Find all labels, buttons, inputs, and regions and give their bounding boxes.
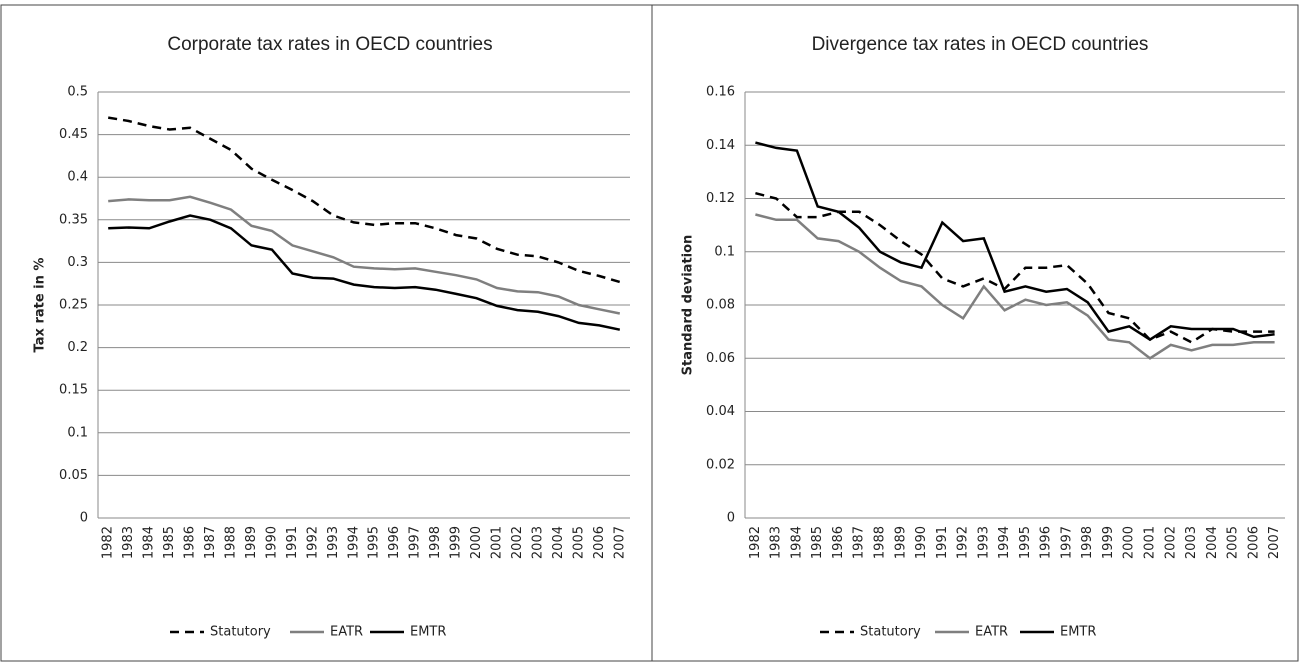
x-tick-label: 1995 xyxy=(367,526,382,559)
y-tick-label: 0.4 xyxy=(67,170,88,185)
legend-label: EMTR xyxy=(410,625,446,640)
series-line xyxy=(755,141,1275,342)
x-tick-label: 1993 xyxy=(326,526,341,559)
x-tick-label: 2004 xyxy=(1205,526,1220,559)
x-tick-label: 1990 xyxy=(264,526,279,559)
series-line xyxy=(108,214,621,331)
series-line xyxy=(755,191,1275,344)
y-tick-label: 0.05 xyxy=(59,468,88,483)
x-tick-label: 1995 xyxy=(1018,526,1033,559)
x-tick-label: 1997 xyxy=(1059,526,1074,559)
y-tick-label: 0.35 xyxy=(59,212,88,227)
x-tick-label: 2003 xyxy=(1184,526,1199,559)
x-tick-label: 1984 xyxy=(789,526,804,559)
x-tick-label: 1993 xyxy=(976,526,991,559)
series-line xyxy=(755,213,1275,360)
y-tick-label: 0 xyxy=(727,511,735,526)
x-tick-label: 1985 xyxy=(162,526,177,559)
x-tick-label: 1983 xyxy=(121,526,136,559)
x-tick-label: 1998 xyxy=(428,526,443,559)
x-tick-label: 1987 xyxy=(203,526,218,559)
x-tick-label: 2006 xyxy=(592,526,607,559)
y-tick-label: 0.14 xyxy=(706,138,735,153)
x-tick-label: 1999 xyxy=(449,526,464,559)
x-tick-label: 1998 xyxy=(1080,526,1095,559)
x-tick-label: 1984 xyxy=(142,526,157,559)
x-tick-label: 2000 xyxy=(469,526,484,559)
y-tick-label: 0.04 xyxy=(706,404,735,419)
y-tick-label: 0.08 xyxy=(706,298,735,313)
y-tick-label: 0.16 xyxy=(706,85,735,100)
x-tick-label: 1992 xyxy=(956,526,971,559)
x-tick-label: 2001 xyxy=(490,526,505,559)
y-tick-label: 0.3 xyxy=(67,255,88,270)
y-tick-label: 0.15 xyxy=(59,383,88,398)
x-tick-label: 1988 xyxy=(224,526,239,559)
series-line xyxy=(108,195,621,315)
y-tick-label: 0.5 xyxy=(67,85,88,100)
x-tick-label: 1990 xyxy=(914,526,929,559)
x-tick-label: 1982 xyxy=(748,526,763,559)
legend-label: EMTR xyxy=(1060,625,1096,640)
legend-label: Statutory xyxy=(210,625,271,640)
y-tick-label: 0.25 xyxy=(59,298,88,313)
x-tick-label: 1991 xyxy=(935,526,950,559)
legend-label: EATR xyxy=(330,625,363,640)
x-tick-label: 1983 xyxy=(769,526,784,559)
y-axis-label: Standard deviation xyxy=(681,235,696,376)
legend-label: Statutory xyxy=(860,625,921,640)
x-tick-label: 1999 xyxy=(1101,526,1116,559)
x-tick-label: 2001 xyxy=(1143,526,1158,559)
x-tick-label: 1985 xyxy=(810,526,825,559)
x-tick-label: 2005 xyxy=(1226,526,1241,559)
chart-title: Corporate tax rates in OECD countries xyxy=(167,34,492,55)
x-tick-label: 1992 xyxy=(305,526,320,559)
y-tick-label: 0.1 xyxy=(67,425,88,440)
panel-frame xyxy=(651,4,1299,662)
x-tick-label: 2000 xyxy=(1122,526,1137,559)
y-tick-label: 0.12 xyxy=(706,191,735,206)
x-tick-label: 1996 xyxy=(1039,526,1054,559)
x-tick-label: 1994 xyxy=(346,526,361,559)
x-tick-label: 1982 xyxy=(101,526,116,559)
x-tick-label: 2003 xyxy=(530,526,545,559)
y-tick-label: 0 xyxy=(80,511,88,526)
x-tick-label: 1988 xyxy=(873,526,888,559)
y-axis-label: Tax rate in % xyxy=(33,258,48,353)
x-tick-label: 2006 xyxy=(1246,526,1261,559)
x-tick-label: 2004 xyxy=(551,526,566,559)
x-tick-label: 1991 xyxy=(285,526,300,559)
y-tick-label: 0.02 xyxy=(706,457,735,472)
x-tick-label: 2002 xyxy=(1163,526,1178,559)
x-tick-label: 1994 xyxy=(997,526,1012,559)
legend-label: EATR xyxy=(975,625,1008,640)
x-tick-label: 1987 xyxy=(852,526,867,559)
x-tick-label: 1997 xyxy=(408,526,423,559)
x-tick-label: 1986 xyxy=(831,526,846,559)
x-tick-label: 1986 xyxy=(183,526,198,559)
y-tick-label: 0.45 xyxy=(59,127,88,142)
y-tick-label: 0.2 xyxy=(67,340,88,355)
x-tick-label: 1989 xyxy=(244,526,259,559)
x-tick-label: 1996 xyxy=(387,526,402,559)
y-tick-label: 0.06 xyxy=(706,351,735,366)
x-tick-label: 2007 xyxy=(612,526,627,559)
x-tick-label: 1989 xyxy=(893,526,908,559)
panel-frame xyxy=(0,4,653,662)
x-tick-label: 2007 xyxy=(1267,526,1282,559)
chart-title: Divergence tax rates in OECD countries xyxy=(812,34,1149,55)
series-line xyxy=(107,116,621,284)
y-tick-label: 0.1 xyxy=(714,244,735,259)
x-tick-label: 2005 xyxy=(571,526,586,559)
x-tick-label: 2002 xyxy=(510,526,525,559)
